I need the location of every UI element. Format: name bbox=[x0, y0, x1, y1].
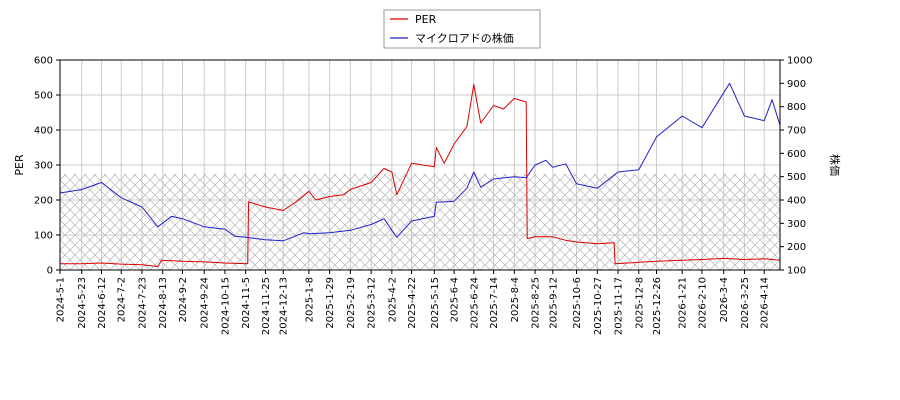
right-axis-title: 株価 bbox=[828, 154, 842, 176]
right-tick-label: 800 bbox=[787, 102, 806, 113]
legend-box bbox=[383, 9, 541, 49]
left-tick-label: 300 bbox=[34, 161, 53, 172]
left-tick-label: 500 bbox=[34, 91, 53, 102]
left-tick-label: 100 bbox=[34, 231, 53, 242]
x-tick-label: 2026-1-21 bbox=[678, 277, 689, 329]
x-tick-label: 2024-11-25 bbox=[261, 277, 272, 335]
right-tick-label: 900 bbox=[787, 79, 806, 90]
x-tick-label: 2025-1-29 bbox=[325, 277, 336, 329]
x-tick-label: 2024-11-5 bbox=[241, 277, 252, 329]
x-tick-label: 2025-10-27 bbox=[593, 277, 604, 335]
x-tick-label: 2025-6-24 bbox=[469, 277, 480, 329]
right-tick-label: 300 bbox=[787, 219, 806, 230]
right-tick-label: 600 bbox=[787, 149, 806, 160]
x-tick-label: 2025-4-22 bbox=[407, 277, 418, 329]
x-tick-label: 2025-3-12 bbox=[367, 277, 378, 329]
left-tick-label: 200 bbox=[34, 196, 53, 207]
x-tick-label: 2025-8-25 bbox=[531, 277, 542, 329]
x-tick-label: 2024-12-13 bbox=[279, 277, 290, 335]
x-tick-label: 2025-7-14 bbox=[489, 277, 500, 329]
right-tick-label: 400 bbox=[787, 196, 806, 207]
right-tick-label: 1000 bbox=[787, 56, 812, 67]
legend-label-per: PER bbox=[415, 13, 437, 26]
x-tick-label: 2026-3-25 bbox=[740, 277, 751, 329]
x-axis: 2024-5-1 2024-5-23 2024-6-12 2024-7-2 2024-7… bbox=[56, 270, 771, 335]
x-tick-label: 2025-1-8 bbox=[304, 277, 315, 322]
x-tick-label: 2025-10-6 bbox=[572, 277, 583, 329]
right-tick-label: 100 bbox=[787, 266, 806, 277]
series-line-per bbox=[60, 84, 780, 267]
x-tick-label: 2024-7-2 bbox=[117, 277, 128, 322]
x-tick-label: 2025-8-4 bbox=[510, 277, 521, 322]
legend: PER マイクロアドの株価 bbox=[383, 9, 541, 49]
x-tick-label: 2025-2-19 bbox=[346, 277, 357, 329]
right-tick-label: 200 bbox=[787, 242, 806, 253]
left-tick-label: 0 bbox=[47, 266, 53, 277]
series-line-price bbox=[60, 82, 780, 242]
x-tick-label: 2024-5-1 bbox=[56, 277, 67, 322]
x-tick-label: 2024-7-23 bbox=[137, 277, 148, 329]
x-tick-label: 2025-11-17 bbox=[614, 277, 625, 335]
left-tick-label: 400 bbox=[34, 126, 53, 137]
x-tick-label: 2024-10-15 bbox=[220, 277, 231, 335]
x-tick-label: 2025-5-15 bbox=[430, 277, 441, 329]
hatched-band bbox=[60, 173, 780, 270]
legend-label-price: マイクロアドの株価 bbox=[415, 31, 514, 45]
right-tick-label: 500 bbox=[787, 172, 806, 183]
right-axis: 100 200 300 400 500 600 700 800 900 1000 bbox=[780, 56, 812, 277]
x-tick-label: 2024-8-13 bbox=[158, 277, 169, 329]
left-axis: 0 100 200 300 400 500 600 bbox=[34, 56, 60, 277]
x-tick-label: 2026-2-10 bbox=[697, 277, 708, 329]
x-tick-label: 2024-9-24 bbox=[200, 277, 211, 329]
series-layer bbox=[60, 82, 780, 267]
x-tick-label: 2025-4-2 bbox=[387, 277, 398, 322]
left-axis-title: PER bbox=[13, 154, 26, 176]
x-tick-label: 2025-6-4 bbox=[450, 277, 461, 322]
x-tick-label: 2024-6-12 bbox=[97, 277, 108, 329]
x-tick-label: 2026-4-14 bbox=[760, 277, 771, 329]
x-tick-label: 2024-5-23 bbox=[77, 277, 88, 329]
x-tick-label: 2025-12-8 bbox=[634, 277, 645, 329]
x-tick-label: 2025-9-12 bbox=[548, 277, 559, 329]
x-tick-label: 2025-12-26 bbox=[652, 277, 663, 335]
right-tick-label: 700 bbox=[787, 126, 806, 137]
left-tick-label: 600 bbox=[34, 56, 53, 67]
x-tick-label: 2024-9-2 bbox=[178, 277, 189, 322]
x-tick-label: 2026-3-4 bbox=[719, 277, 730, 322]
